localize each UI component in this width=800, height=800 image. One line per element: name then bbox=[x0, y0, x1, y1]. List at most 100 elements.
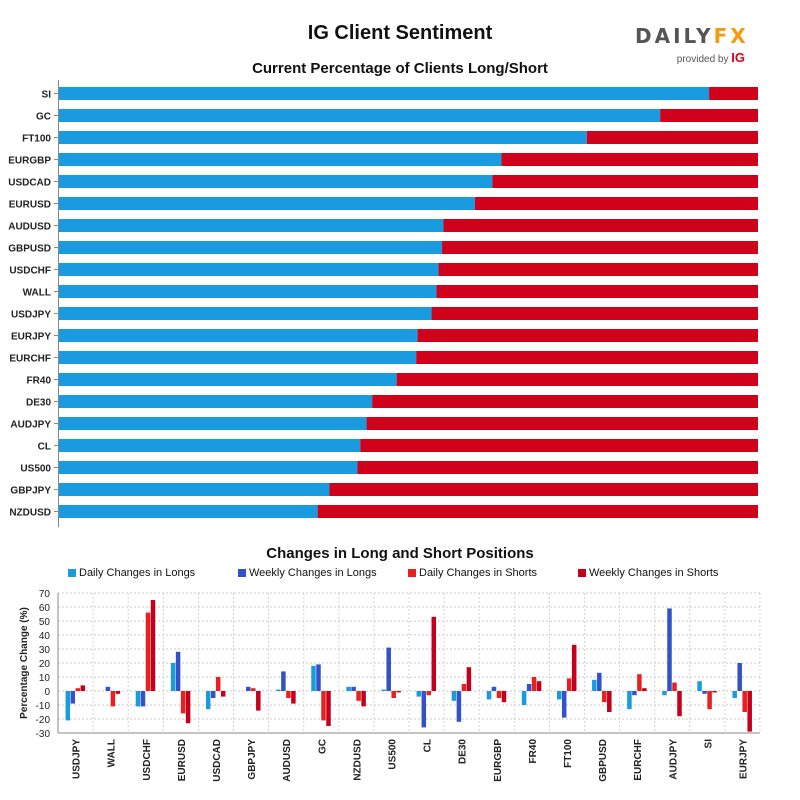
short-bar-eurusd[interactable] bbox=[474, 197, 758, 210]
change-bar-eurchf-s1[interactable] bbox=[632, 691, 637, 696]
short-bar-fr40[interactable] bbox=[396, 373, 758, 386]
short-bar-gc[interactable] bbox=[660, 109, 758, 122]
short-bar-gbpusd[interactable] bbox=[442, 241, 758, 254]
change-bar-eurusd-s1[interactable] bbox=[175, 651, 181, 691]
change-bar-nzdusd-s2[interactable] bbox=[356, 691, 361, 701]
change-bar-de30-s2[interactable] bbox=[461, 684, 467, 691]
short-bar-usdcad[interactable] bbox=[492, 175, 758, 188]
long-bar-eurchf[interactable] bbox=[59, 351, 417, 364]
change-bar-gbpusd-s3[interactable] bbox=[607, 691, 612, 712]
change-bar-gbpjpy-s1[interactable] bbox=[246, 686, 251, 691]
change-bar-gbpusd-s0[interactable] bbox=[592, 679, 597, 691]
short-bar-ft100[interactable] bbox=[586, 131, 758, 144]
change-bar-eurchf-s0[interactable] bbox=[627, 691, 632, 710]
change-bar-si-s0[interactable] bbox=[697, 681, 702, 691]
short-bar-eurgbp[interactable] bbox=[501, 153, 758, 166]
long-bar-gbpjpy[interactable] bbox=[59, 483, 330, 496]
long-bar-wall[interactable] bbox=[59, 285, 437, 298]
change-bar-gc-s2[interactable] bbox=[321, 691, 326, 721]
change-bar-usdjpy-s0[interactable] bbox=[65, 691, 71, 721]
change-bar-eurusd-s0[interactable] bbox=[170, 663, 176, 691]
change-bar-us500-s3[interactable] bbox=[396, 691, 401, 693]
change-bar-de30-s1[interactable] bbox=[456, 691, 462, 722]
change-bar-cl-s3[interactable] bbox=[431, 616, 437, 691]
change-bar-si-s3[interactable] bbox=[712, 691, 717, 693]
change-bar-eurjpy-s2[interactable] bbox=[742, 691, 747, 712]
change-bar-gc-s1[interactable] bbox=[316, 664, 321, 691]
short-bar-de30[interactable] bbox=[372, 395, 758, 408]
change-bar-si-s2[interactable] bbox=[707, 691, 712, 710]
change-bar-audjpy-s3[interactable] bbox=[677, 691, 682, 717]
long-bar-eurgbp[interactable] bbox=[59, 153, 502, 166]
long-bar-audjpy[interactable] bbox=[59, 417, 367, 430]
change-bar-fr40-s2[interactable] bbox=[531, 677, 537, 691]
change-bar-de30-s0[interactable] bbox=[451, 691, 457, 701]
short-bar-eurchf[interactable] bbox=[416, 351, 758, 364]
change-bar-si-s1[interactable] bbox=[702, 691, 707, 694]
short-bar-wall[interactable] bbox=[436, 285, 758, 298]
change-bar-usdcad-s2[interactable] bbox=[215, 677, 221, 691]
change-bar-gc-s0[interactable] bbox=[311, 665, 316, 691]
change-bar-eurchf-s3[interactable] bbox=[642, 688, 647, 691]
change-bar-us500-s1[interactable] bbox=[386, 647, 391, 691]
change-bar-usdcad-s3[interactable] bbox=[220, 691, 226, 697]
change-bar-gc-s3[interactable] bbox=[326, 691, 331, 726]
short-bar-si[interactable] bbox=[709, 87, 758, 100]
change-bar-gbpjpy-s2[interactable] bbox=[251, 688, 256, 691]
change-bar-audjpy-s0[interactable] bbox=[662, 691, 667, 696]
change-bar-wall-s1[interactable] bbox=[105, 686, 111, 691]
change-bar-usdchf-s1[interactable] bbox=[140, 691, 146, 707]
change-bar-wall-s3[interactable] bbox=[115, 691, 121, 694]
change-bar-cl-s0[interactable] bbox=[416, 691, 422, 697]
brand-logo[interactable]: DAILYFX provided by IG bbox=[635, 24, 746, 65]
change-bar-ft100-s0[interactable] bbox=[556, 691, 562, 700]
long-bar-usdjpy[interactable] bbox=[59, 307, 432, 320]
change-bar-usdjpy-s3[interactable] bbox=[80, 685, 86, 691]
short-bar-gbpjpy[interactable] bbox=[329, 483, 758, 496]
change-bar-fr40-s3[interactable] bbox=[536, 681, 542, 691]
change-bar-de30-s3[interactable] bbox=[466, 667, 472, 691]
change-bar-audusd-s1[interactable] bbox=[281, 671, 286, 691]
change-bar-gbpusd-s2[interactable] bbox=[602, 691, 607, 703]
change-bar-eurjpy-s1[interactable] bbox=[737, 663, 742, 691]
change-bar-nzdusd-s0[interactable] bbox=[346, 686, 351, 691]
change-bar-eurgbp-s0[interactable] bbox=[486, 691, 492, 700]
short-bar-audjpy[interactable] bbox=[366, 417, 758, 430]
change-bar-eurchf-s2[interactable] bbox=[637, 674, 642, 691]
long-bar-usdchf[interactable] bbox=[59, 263, 439, 276]
change-bar-gbpusd-s1[interactable] bbox=[597, 672, 602, 691]
long-bar-eurusd[interactable] bbox=[59, 197, 475, 210]
change-bar-fr40-s0[interactable] bbox=[521, 691, 527, 705]
legend-item[interactable]: Weekly Changes in Longs bbox=[238, 567, 377, 579]
long-bar-cl[interactable] bbox=[59, 439, 361, 452]
change-bar-ft100-s2[interactable] bbox=[566, 678, 572, 691]
long-bar-us500[interactable] bbox=[59, 461, 358, 474]
short-bar-usdjpy[interactable] bbox=[431, 307, 758, 320]
change-bar-usdcad-s0[interactable] bbox=[205, 691, 211, 710]
change-bar-cl-s1[interactable] bbox=[421, 691, 427, 728]
change-bar-usdjpy-s1[interactable] bbox=[70, 691, 76, 704]
change-bar-audusd-s3[interactable] bbox=[291, 691, 296, 704]
change-bar-usdchf-s3[interactable] bbox=[150, 600, 156, 691]
short-bar-nzdusd[interactable] bbox=[317, 505, 758, 518]
change-bar-audusd-s0[interactable] bbox=[276, 689, 281, 691]
change-bar-nzdusd-s1[interactable] bbox=[351, 686, 356, 691]
long-bar-audusd[interactable] bbox=[59, 219, 444, 232]
long-bar-ft100[interactable] bbox=[59, 131, 587, 144]
change-bar-cl-s2[interactable] bbox=[426, 691, 432, 696]
change-bar-ft100-s1[interactable] bbox=[561, 691, 567, 718]
long-bar-gc[interactable] bbox=[59, 109, 661, 122]
short-bar-eurjpy[interactable] bbox=[417, 329, 758, 342]
change-bar-nzdusd-s3[interactable] bbox=[361, 691, 366, 707]
change-bar-audusd-s2[interactable] bbox=[286, 691, 291, 698]
change-bar-wall-s2[interactable] bbox=[110, 691, 116, 707]
change-bar-usdchf-s2[interactable] bbox=[145, 612, 151, 691]
long-bar-usdcad[interactable] bbox=[59, 175, 493, 188]
change-bar-eurgbp-s1[interactable] bbox=[491, 686, 497, 691]
change-bar-usdcad-s1[interactable] bbox=[210, 691, 216, 698]
change-bar-audjpy-s1[interactable] bbox=[667, 608, 672, 691]
change-bar-eurusd-s2[interactable] bbox=[180, 691, 186, 714]
legend-item[interactable]: Weekly Changes in Shorts bbox=[578, 567, 718, 579]
change-bar-us500-s2[interactable] bbox=[391, 691, 396, 698]
short-bar-usdchf[interactable] bbox=[438, 263, 758, 276]
